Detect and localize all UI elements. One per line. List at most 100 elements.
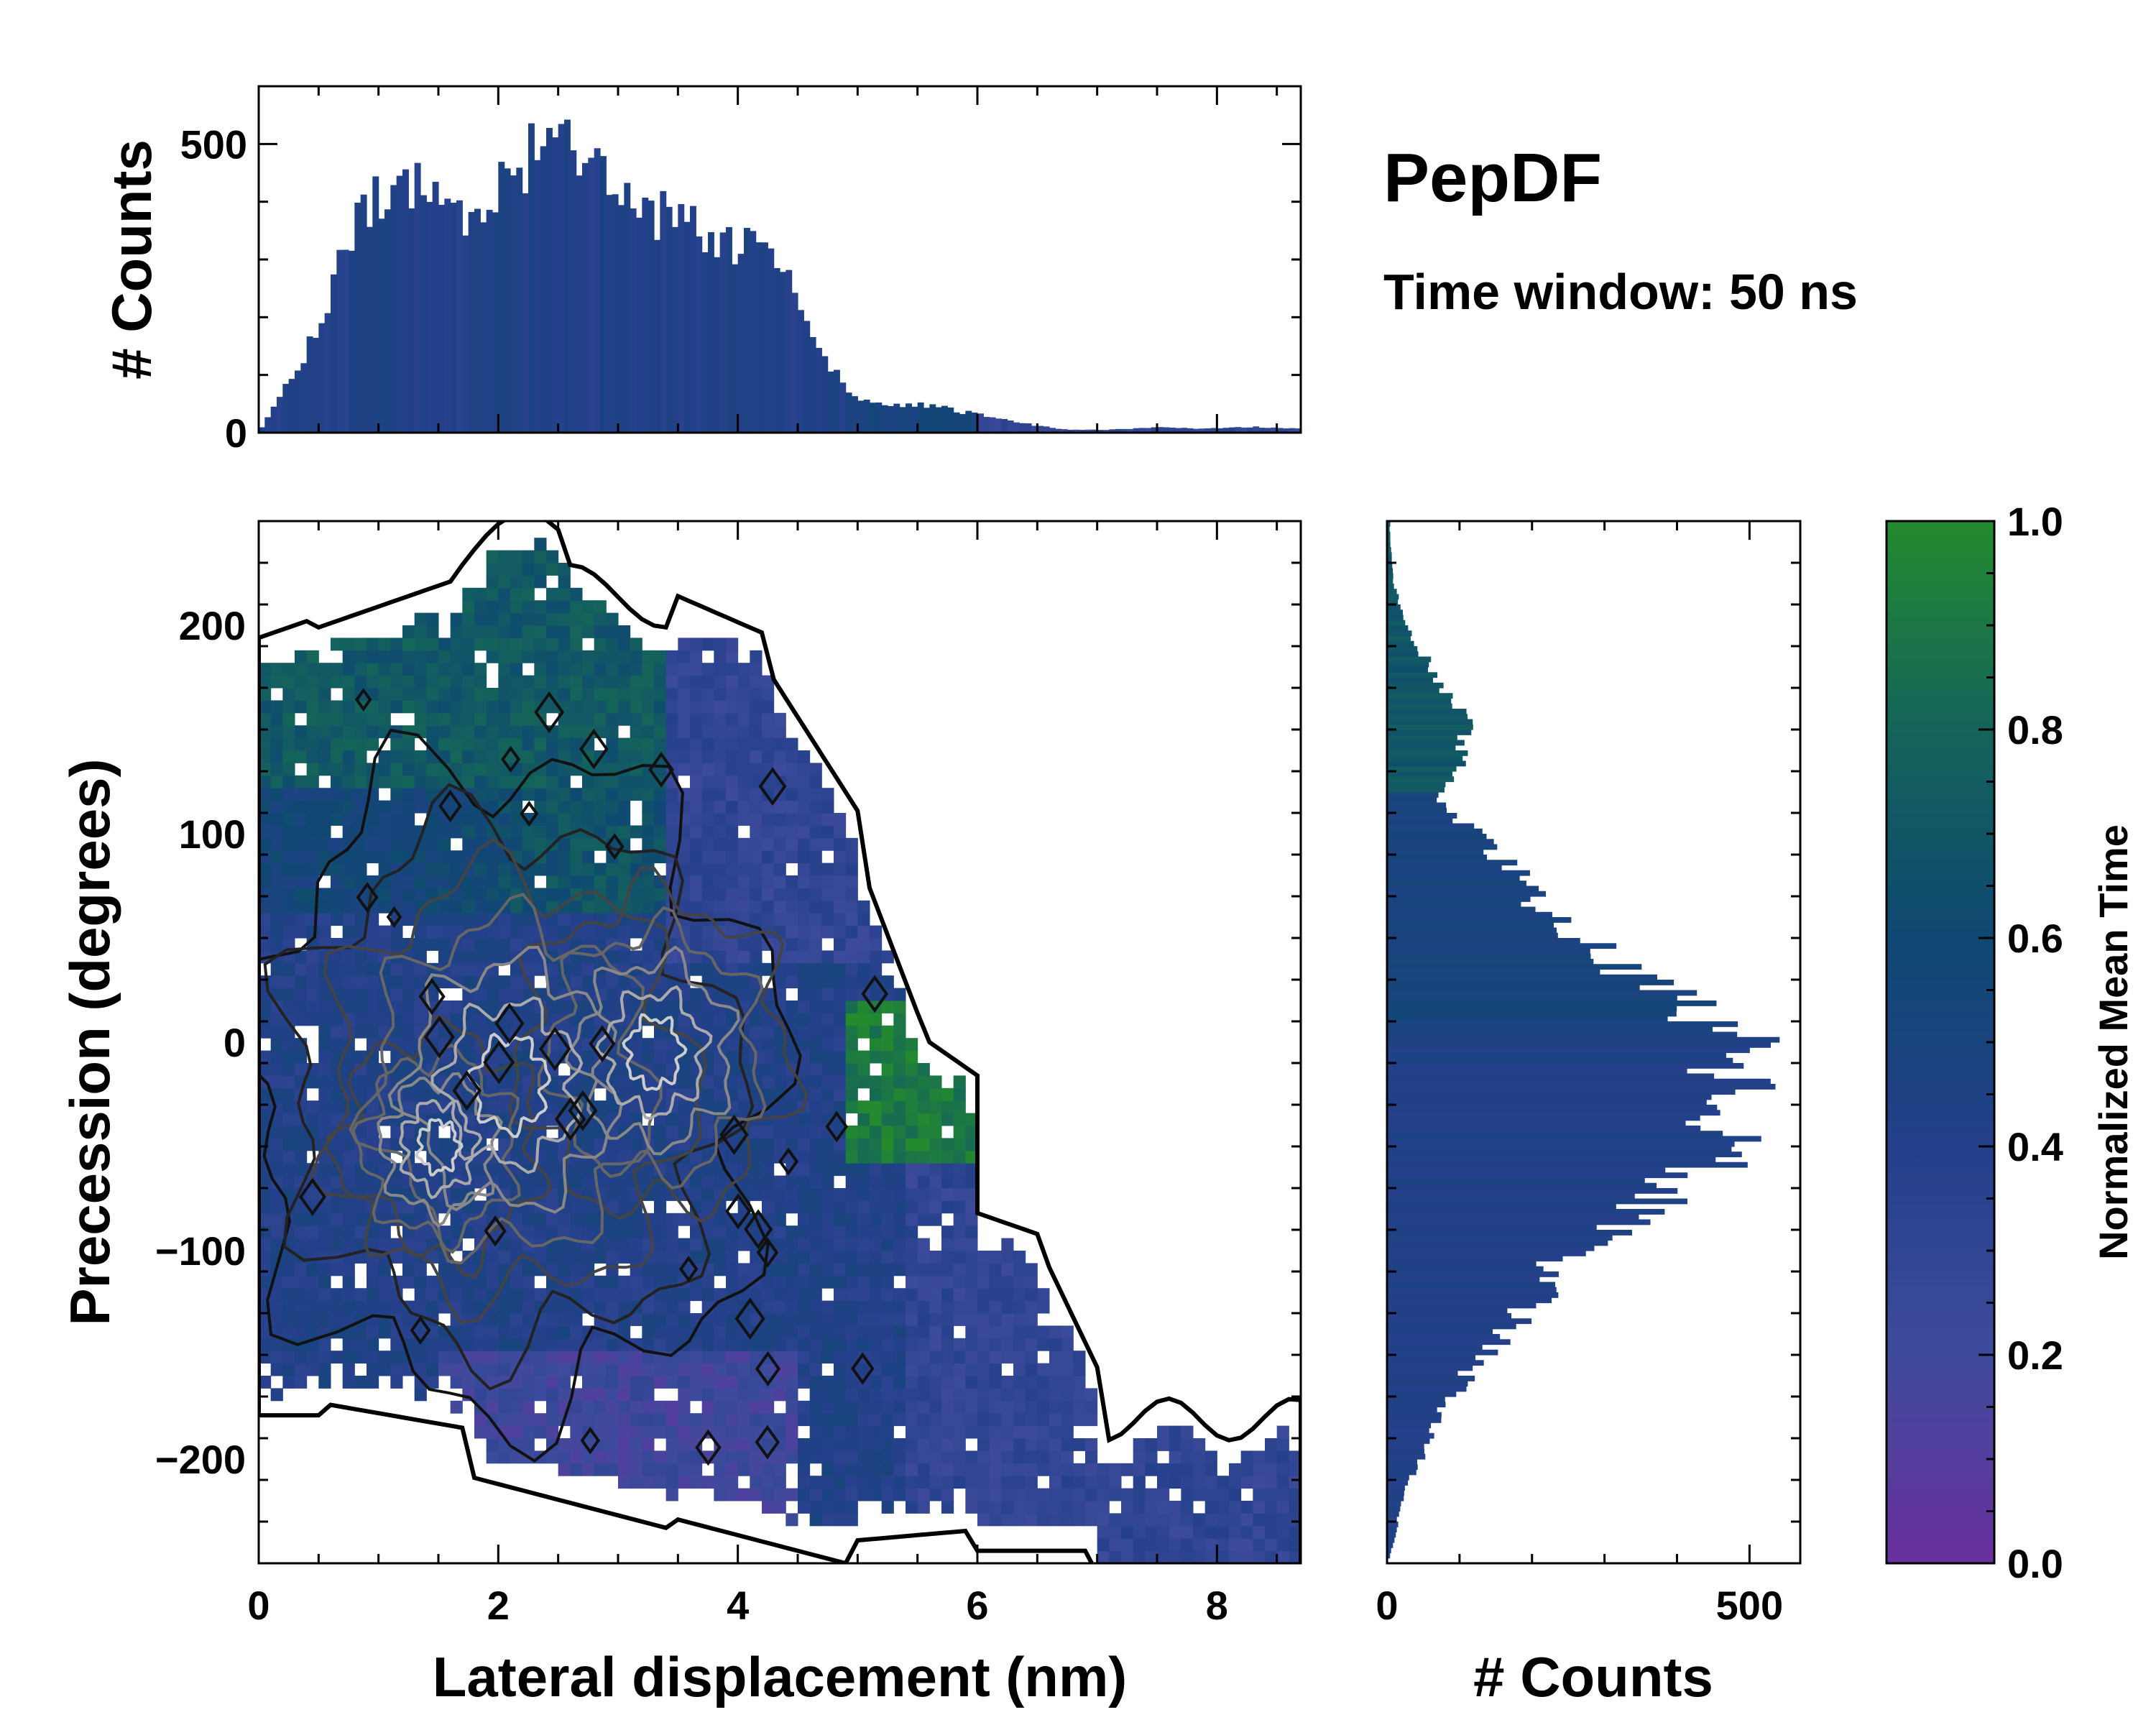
heatmap-cell	[594, 1425, 607, 1439]
heatmap-cell	[594, 1388, 607, 1402]
heatmap-cell	[857, 1113, 870, 1126]
heatmap-cell	[953, 1476, 966, 1489]
heatmap-cell	[522, 1213, 535, 1226]
heatmap-cell	[786, 1376, 798, 1389]
heatmap-cell	[594, 1275, 607, 1289]
heatmap-cell	[714, 1325, 727, 1339]
right-bar	[1387, 1219, 1651, 1225]
heatmap-cell	[402, 975, 415, 989]
heatmap-cell	[282, 875, 295, 888]
heatmap-cell	[798, 913, 811, 926]
top-bar	[1157, 427, 1164, 433]
heatmap-cell	[1193, 1525, 1206, 1539]
right-bar	[1387, 1063, 1744, 1069]
heatmap-cell	[570, 1075, 583, 1089]
heatmap-cell	[690, 1238, 703, 1251]
top-bar	[893, 403, 900, 433]
heatmap-cell	[929, 1425, 942, 1439]
heatmap-cell	[809, 938, 822, 951]
heatmap-cell	[402, 763, 415, 776]
heatmap-cell	[522, 1400, 535, 1414]
right-bar	[1387, 776, 1455, 783]
top-bar	[1103, 430, 1110, 433]
top-bar	[1294, 428, 1302, 433]
heatmap-cell	[678, 1388, 691, 1402]
heatmap-cell	[582, 813, 595, 826]
heatmap-cell	[594, 1400, 607, 1414]
heatmap-cell	[762, 837, 775, 851]
heatmap-cell	[1217, 1488, 1230, 1501]
heatmap-cell	[390, 1126, 403, 1138]
heatmap-cell	[798, 1200, 811, 1214]
heatmap-cell	[821, 1013, 834, 1026]
heatmap-cell	[989, 1275, 1002, 1289]
heatmap-cell	[522, 825, 535, 839]
heatmap-cell	[1240, 1463, 1253, 1476]
heatmap-cell	[378, 1263, 391, 1276]
heatmap-cell	[845, 1300, 858, 1314]
heatmap-cell	[665, 1338, 678, 1351]
heatmap-cell	[857, 1150, 870, 1164]
heatmap-cell	[390, 1075, 403, 1089]
heatmap-cell	[750, 950, 763, 964]
heatmap-cell	[714, 1175, 727, 1189]
heatmap-cell	[1181, 1438, 1194, 1451]
heatmap-cell	[642, 1450, 655, 1464]
heatmap-cell	[318, 763, 331, 776]
heatmap-cell	[558, 925, 571, 939]
heatmap-cell	[582, 1463, 595, 1476]
heatmap-cell	[1049, 1438, 1062, 1451]
contour-island	[695, 1429, 722, 1466]
heatmap-cell	[270, 1238, 283, 1251]
top-bar	[654, 239, 660, 433]
heatmap-cell	[965, 1288, 978, 1302]
heatmap-cell	[1013, 1513, 1026, 1527]
main-y-tick-label: 200	[179, 603, 246, 648]
heatmap-cell	[929, 1476, 942, 1489]
heatmap-cell	[642, 1163, 655, 1177]
heatmap-cell	[606, 925, 619, 939]
heatmap-cell	[917, 1313, 930, 1326]
heatmap-cell	[295, 813, 308, 826]
heatmap-cell	[498, 1325, 511, 1339]
top-bar	[546, 127, 553, 433]
heatmap-cell	[594, 1113, 607, 1126]
heatmap-cell	[474, 763, 487, 776]
heatmap-cell	[534, 575, 547, 589]
heatmap-cell	[342, 888, 355, 901]
heatmap-cell	[486, 900, 499, 914]
heatmap-cell	[318, 1063, 331, 1076]
heatmap-cell	[498, 1238, 511, 1251]
heatmap-cell	[809, 837, 822, 851]
heatmap-cell	[498, 775, 511, 788]
heatmap-cell	[809, 1425, 822, 1439]
heatmap-cell	[582, 1376, 595, 1389]
heatmap-cell	[354, 1288, 367, 1302]
heatmap-cell	[977, 1288, 990, 1302]
heatmap-cell	[870, 1200, 883, 1214]
heatmap-cell	[834, 1213, 847, 1226]
top-bar	[821, 356, 829, 433]
heatmap-cell	[367, 1363, 379, 1376]
heatmap-cell	[809, 1225, 822, 1239]
heatmap-cell	[378, 1213, 391, 1226]
right-bar	[1387, 855, 1488, 860]
heatmap-cell	[941, 1138, 954, 1151]
heatmap-cell	[665, 800, 678, 814]
heatmap-cell	[701, 1200, 714, 1214]
heatmap-cell	[642, 737, 655, 751]
heatmap-cell	[270, 1025, 283, 1039]
heatmap-cell	[630, 1400, 642, 1414]
heatmap-cell	[690, 825, 703, 839]
heatmap-cell	[762, 700, 775, 714]
heatmap-cell	[582, 1388, 595, 1402]
heatmap-cell	[282, 862, 295, 876]
heatmap-cell	[414, 1325, 427, 1339]
heatmap-cell	[594, 712, 607, 726]
heatmap-cell	[989, 1376, 1002, 1389]
heatmap-cell	[1265, 1525, 1278, 1539]
heatmap-cell	[402, 1025, 415, 1039]
heatmap-cell	[295, 650, 308, 663]
heatmap-cell	[546, 925, 559, 939]
heatmap-cell	[893, 1075, 906, 1089]
